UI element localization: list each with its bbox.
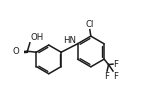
Text: Cl: Cl bbox=[86, 20, 94, 29]
Text: F: F bbox=[105, 72, 110, 81]
Text: F: F bbox=[113, 60, 118, 69]
Text: HN: HN bbox=[63, 36, 76, 45]
Text: O: O bbox=[13, 47, 20, 56]
Text: F: F bbox=[113, 72, 118, 81]
Text: OH: OH bbox=[30, 33, 43, 42]
